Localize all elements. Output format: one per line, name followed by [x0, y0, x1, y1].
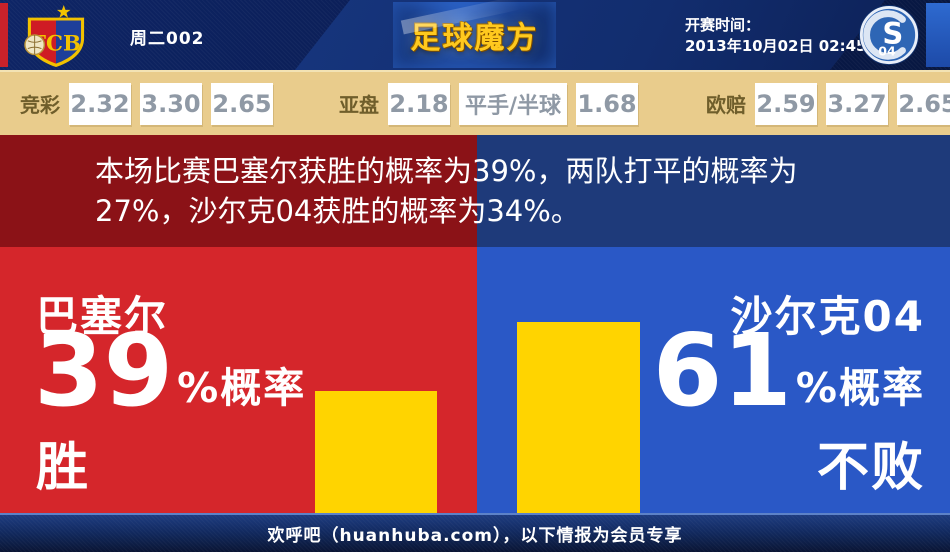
away-probability: 61 %概率	[652, 312, 925, 429]
footer-text: 欢呼吧（huanhuba.com），以下情报为会员专享	[267, 526, 683, 546]
kickoff-time: 2013年10月02日 02:45	[685, 37, 867, 55]
yapan-handicap: 平手/半球	[459, 82, 567, 125]
away-team-name: 沙尔克04	[730, 292, 925, 341]
probability-summary: 本场比赛巴塞尔获胜的概率为39%，两队打平的概率为 27%，沙尔克04获胜的概率…	[95, 151, 797, 231]
away-probability-bar	[517, 322, 640, 513]
brand-panel: 足球魔方	[393, 2, 556, 68]
yapan-away-odds: 1.68	[576, 82, 638, 125]
svg-text:S: S	[882, 17, 903, 51]
schalke-04-logo-icon: S 04	[858, 4, 920, 66]
away-percent-suffix: %概率	[795, 364, 925, 412]
banner-navy-half	[477, 135, 950, 247]
banner-maroon-half	[0, 135, 477, 247]
probability-summary-line2: 27%，沙尔克04获胜的概率为34%。	[95, 194, 580, 228]
oupei-label: 欧赔	[706, 93, 746, 117]
home-probability-bar	[315, 391, 437, 513]
home-team-panel: 巴塞尔 39 %概率 胜	[0, 247, 477, 513]
oupei-away-odds: 2.65	[897, 82, 950, 125]
odds-bar: 竞彩 2.32 3.30 2.65 亚盘 2.18 平手/半球 1.68 欧赔 …	[0, 72, 950, 135]
jingcai-away-odds: 2.65	[211, 82, 273, 125]
fc-basel-crest-icon: FCB	[24, 4, 85, 68]
jingcai-label: 竞彩	[20, 93, 60, 117]
svg-text:04: 04	[878, 43, 896, 58]
home-color-stripe	[0, 3, 8, 67]
probability-banner: 本场比赛巴塞尔获胜的概率为39%，两队打平的概率为 27%，沙尔克04获胜的概率…	[0, 135, 950, 247]
away-outcome-label: 不败	[816, 438, 925, 498]
brand-logo: 足球魔方	[410, 21, 539, 56]
yapan-label: 亚盘	[339, 93, 379, 117]
kickoff-label: 开赛时间：	[685, 16, 761, 34]
match-code: 周二002	[130, 29, 205, 49]
home-percent-suffix: %概率	[177, 364, 307, 412]
jingcai-draw-odds: 3.30	[140, 82, 202, 125]
away-percent-value: 61	[652, 312, 792, 429]
away-color-stripe	[926, 3, 950, 67]
match-header: FCB 周二002 足球魔方 开赛时间： 2013年10月02日 02:45 S…	[0, 0, 950, 72]
home-percent-value: 39	[34, 312, 174, 429]
oupei-draw-odds: 3.27	[826, 82, 888, 125]
site-footer: 欢呼吧（huanhuba.com），以下情报为会员专享	[0, 513, 950, 552]
jingcai-home-odds: 2.32	[69, 82, 131, 125]
yapan-home-odds: 2.18	[388, 82, 450, 125]
oupei-home-odds: 2.59	[755, 82, 817, 125]
home-team-name: 巴塞尔	[36, 292, 169, 341]
home-outcome-label: 胜	[36, 438, 91, 498]
home-probability: 39 %概率	[34, 312, 307, 429]
probability-panels: 巴塞尔 39 %概率 胜 沙尔克04 61 %概率 不败	[0, 247, 950, 513]
kickoff-time-block: 开赛时间： 2013年10月02日 02:45	[685, 15, 866, 57]
away-team-panel: 沙尔克04 61 %概率 不败	[477, 247, 950, 513]
probability-summary-line1: 本场比赛巴塞尔获胜的概率为39%，两队打平的概率为	[95, 154, 798, 188]
